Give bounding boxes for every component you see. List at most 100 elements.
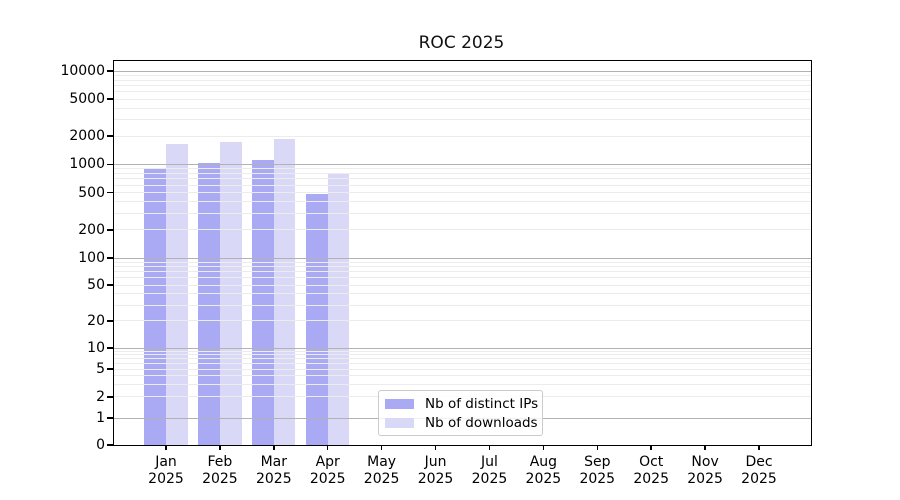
y-tick-label-1: 1	[96, 410, 105, 426]
y-tick-mark-20	[107, 320, 113, 322]
gridline-minor	[114, 184, 811, 186]
y-tick-label-1000: 1000	[69, 156, 105, 173]
gridline-minor	[114, 192, 811, 193]
x-tick-label-sep-2025: Sep 2025	[579, 454, 616, 487]
x-tick-mark-dec	[758, 445, 760, 450]
gridline-minor	[114, 98, 811, 100]
gridline-minor	[114, 74, 811, 76]
gridline-minor	[114, 375, 811, 377]
x-tick-label-jun-2025: Jun 2025	[417, 454, 454, 487]
y-tick-label-5000: 5000	[69, 91, 105, 108]
gridline-major	[114, 257, 811, 259]
gridline-major	[114, 70, 811, 72]
legend: Nb of distinct IPs Nb of downloads	[378, 390, 543, 436]
x-tick-label-nov-2025: Nov 2025	[687, 454, 723, 487]
gridline-minor	[114, 320, 811, 322]
x-tick-mark-sep	[596, 445, 599, 450]
y-tick-mark-2000	[107, 135, 113, 137]
gridline-minor	[114, 201, 811, 203]
legend-swatch-distinct-ips	[385, 398, 414, 409]
gridline-major	[114, 347, 811, 349]
x-tick-mark-may	[380, 445, 383, 450]
legend-item-distinct-ips: Nb of distinct IPs	[385, 394, 542, 413]
x-tick-mark-jun	[434, 445, 437, 450]
y-tick-mark-2	[107, 396, 113, 398]
gridline-minor	[114, 350, 811, 352]
x-tick-mark-feb	[219, 445, 221, 450]
gridline-minor	[114, 293, 811, 295]
x-tick-mark-oct	[650, 445, 652, 450]
x-tick-mark-aug	[542, 445, 545, 450]
legend-label-distinct-ips: Nb of distinct IPs	[425, 395, 539, 412]
x-tick-label-jul-2025: Jul 2025	[471, 454, 508, 487]
y-tick-mark-1000	[107, 163, 113, 166]
y-tick-label-10000: 10000	[60, 63, 105, 79]
legend-swatch-downloads	[385, 417, 414, 428]
gridline-minor	[114, 261, 811, 263]
gridline-minor	[114, 84, 811, 86]
gridline-minor	[114, 354, 811, 356]
gridline-minor	[114, 229, 811, 231]
gridline-minor	[114, 384, 811, 386]
gridline-minor	[114, 271, 811, 273]
y-tick-label-0: 0	[96, 437, 105, 453]
x-tick-mark-jul	[488, 445, 491, 450]
y-tick-mark-5	[107, 368, 113, 370]
x-tick-label-apr-2025: Apr 2025	[309, 454, 346, 487]
gridline-minor	[114, 277, 811, 279]
legend-label-downloads: Nb of downloads	[425, 414, 538, 431]
bar-nb-of-distinct-ips-mar	[252, 160, 274, 445]
x-tick-mark-apr	[326, 445, 329, 450]
y-tick-label-50: 50	[87, 277, 105, 294]
y-tick-label-200: 200	[78, 221, 105, 238]
x-tick-mark-jan	[165, 445, 167, 450]
gridline-minor	[114, 107, 811, 109]
gridline-minor	[114, 135, 811, 137]
y-tick-label-5: 5	[96, 361, 105, 378]
bar-nb-of-downloads-jan	[166, 144, 188, 445]
bar-nb-of-distinct-ips-feb	[198, 163, 220, 445]
y-tick-label-20: 20	[87, 312, 105, 329]
gridline-minor	[114, 168, 811, 170]
y-tick-mark-200	[107, 229, 113, 231]
x-tick-label-mar-2025: Mar 2025	[255, 454, 292, 487]
gridline-minor	[114, 178, 811, 180]
y-tick-mark-50	[107, 284, 113, 286]
y-tick-label-500: 500	[78, 184, 105, 201]
legend-item-downloads: Nb of downloads	[385, 413, 542, 432]
bar-nb-of-distinct-ips-apr	[306, 194, 328, 445]
y-tick-label-2000: 2000	[69, 128, 105, 145]
plot-area: 0 1 2 5 10 20 50 100 200 500 1000 2000 5000 10000 Jan …	[60, 60, 812, 487]
gridline-minor	[114, 91, 811, 93]
y-tick-mark-500	[107, 191, 113, 194]
gridline-minor	[114, 266, 811, 268]
y-tick-mark-5000	[107, 98, 113, 100]
x-tick-label-oct-2025: Oct 2025	[633, 454, 669, 487]
x-tick-mark-nov	[704, 445, 706, 450]
bar-nb-of-distinct-ips-jan	[144, 168, 166, 445]
x-tick-label-feb-2025: Feb 2025	[202, 454, 238, 487]
x-tick-label-dec-2025: Dec 2025	[741, 454, 777, 487]
gridline-minor	[114, 79, 811, 81]
y-tick-mark-10000	[107, 70, 113, 72]
gridline-minor	[114, 304, 811, 306]
y-tick-mark-10	[107, 347, 113, 349]
gridline-minor	[114, 363, 811, 365]
gridline-major	[114, 163, 811, 165]
y-tick-label-2: 2	[96, 388, 105, 405]
gridline-minor	[114, 172, 811, 174]
y-tick-label-10: 10	[87, 340, 105, 356]
gridline-minor	[114, 284, 811, 286]
bar-nb-of-downloads-apr	[327, 173, 350, 445]
y-tick-mark-1	[107, 417, 113, 419]
y-tick-mark-100	[107, 257, 113, 259]
x-tick-label-jan-2025: Jan 2025	[148, 454, 184, 487]
gridline-minor	[114, 368, 811, 370]
x-tick-mark-mar	[273, 445, 275, 450]
y-tick-label-100: 100	[78, 250, 105, 266]
x-tick-label-may-2025: May 2025	[363, 454, 400, 487]
gridline-minor	[114, 358, 811, 360]
chart-title: ROC 2025	[418, 33, 505, 53]
gridline-minor	[114, 212, 811, 214]
